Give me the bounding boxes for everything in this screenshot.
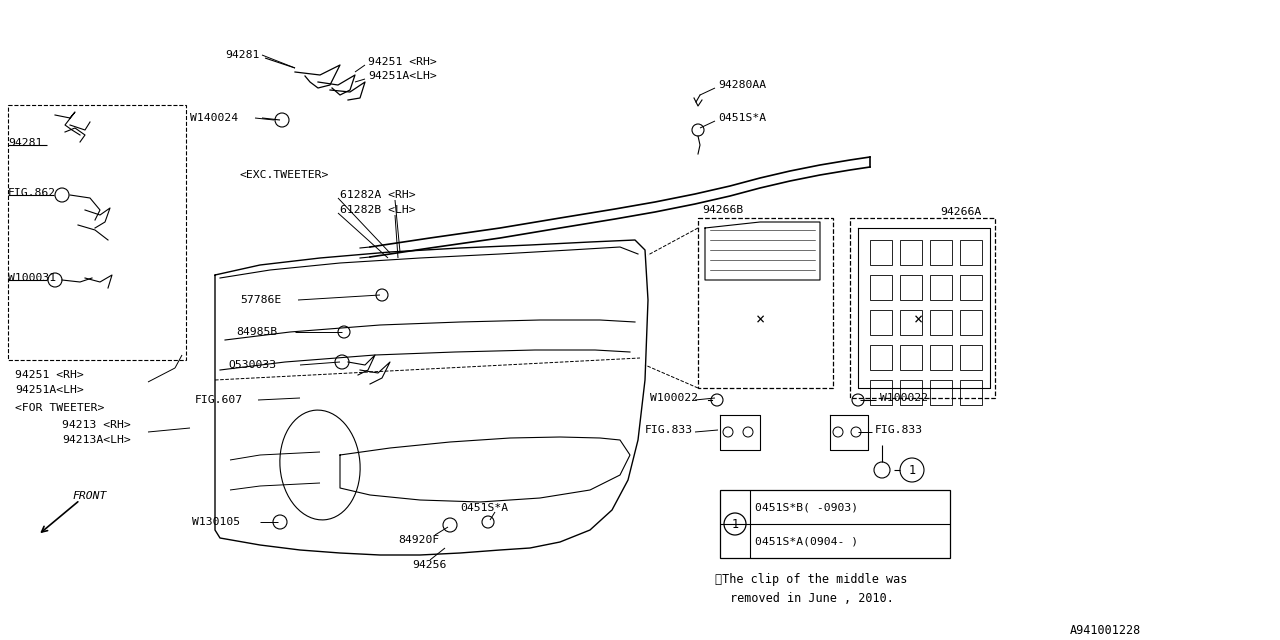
Bar — [960, 310, 982, 335]
Bar — [698, 218, 833, 388]
Text: W130105: W130105 — [192, 517, 241, 527]
Text: FIG.862: FIG.862 — [8, 188, 56, 198]
Text: 94256: 94256 — [412, 560, 447, 570]
Circle shape — [724, 513, 746, 535]
Bar — [931, 275, 952, 300]
Bar — [900, 345, 922, 370]
Text: 94251A<LH>: 94251A<LH> — [369, 71, 436, 81]
Bar — [870, 310, 892, 335]
Bar — [900, 380, 922, 405]
Bar — [960, 345, 982, 370]
Text: 0451S*A: 0451S*A — [718, 113, 767, 123]
Text: 84920F: 84920F — [398, 535, 439, 545]
Text: 1: 1 — [731, 518, 739, 531]
Text: FRONT: FRONT — [72, 491, 106, 501]
Text: removed in June , 2010.: removed in June , 2010. — [730, 591, 893, 605]
Bar — [960, 380, 982, 405]
Text: FIG.833: FIG.833 — [645, 425, 694, 435]
Text: ※The clip of the middle was: ※The clip of the middle was — [716, 573, 908, 586]
Text: ×: × — [914, 312, 923, 328]
Text: A941001228: A941001228 — [1070, 623, 1142, 637]
Text: ×: × — [755, 312, 764, 328]
Text: W100022: W100022 — [650, 393, 698, 403]
Bar — [931, 380, 952, 405]
Text: 0451S*A: 0451S*A — [460, 503, 508, 513]
Text: 94281: 94281 — [225, 50, 260, 60]
Bar — [900, 275, 922, 300]
Bar — [8, 105, 186, 360]
Text: 1: 1 — [909, 463, 915, 477]
Text: 94251 <RH>: 94251 <RH> — [15, 370, 83, 380]
Text: FIG.607: FIG.607 — [195, 395, 243, 405]
Text: Q530033: Q530033 — [228, 360, 276, 370]
Text: 94251 <RH>: 94251 <RH> — [369, 57, 436, 67]
Text: 94281: 94281 — [8, 138, 42, 148]
Bar — [931, 240, 952, 265]
Text: 0451S*A(0904- ): 0451S*A(0904- ) — [755, 536, 858, 546]
Bar — [870, 380, 892, 405]
Text: 84985B: 84985B — [236, 327, 278, 337]
Text: 94213 <RH>: 94213 <RH> — [61, 420, 131, 430]
Bar — [850, 218, 995, 398]
Text: 57786E: 57786E — [241, 295, 282, 305]
Text: 61282B <LH>: 61282B <LH> — [340, 205, 416, 215]
Bar — [960, 240, 982, 265]
Bar — [931, 310, 952, 335]
Bar — [870, 275, 892, 300]
Text: <FOR TWEETER>: <FOR TWEETER> — [15, 403, 105, 413]
Text: W140024: W140024 — [189, 113, 238, 123]
Bar — [719, 490, 950, 558]
Text: 94266B: 94266B — [701, 205, 744, 215]
Bar — [870, 345, 892, 370]
Text: 0451S*B( -0903): 0451S*B( -0903) — [755, 502, 858, 512]
Text: W100031: W100031 — [8, 273, 56, 283]
Text: <EXC.TWEETER>: <EXC.TWEETER> — [241, 170, 329, 180]
Text: W100022: W100022 — [881, 393, 928, 403]
Text: 94280AA: 94280AA — [718, 80, 767, 90]
Bar — [900, 240, 922, 265]
Text: 94251A<LH>: 94251A<LH> — [15, 385, 83, 395]
Bar — [900, 310, 922, 335]
Bar — [960, 275, 982, 300]
Bar — [931, 345, 952, 370]
Bar — [870, 240, 892, 265]
Text: 94266A: 94266A — [940, 207, 982, 217]
Text: 94213A<LH>: 94213A<LH> — [61, 435, 131, 445]
Text: 61282A <RH>: 61282A <RH> — [340, 190, 416, 200]
Text: FIG.833: FIG.833 — [876, 425, 923, 435]
